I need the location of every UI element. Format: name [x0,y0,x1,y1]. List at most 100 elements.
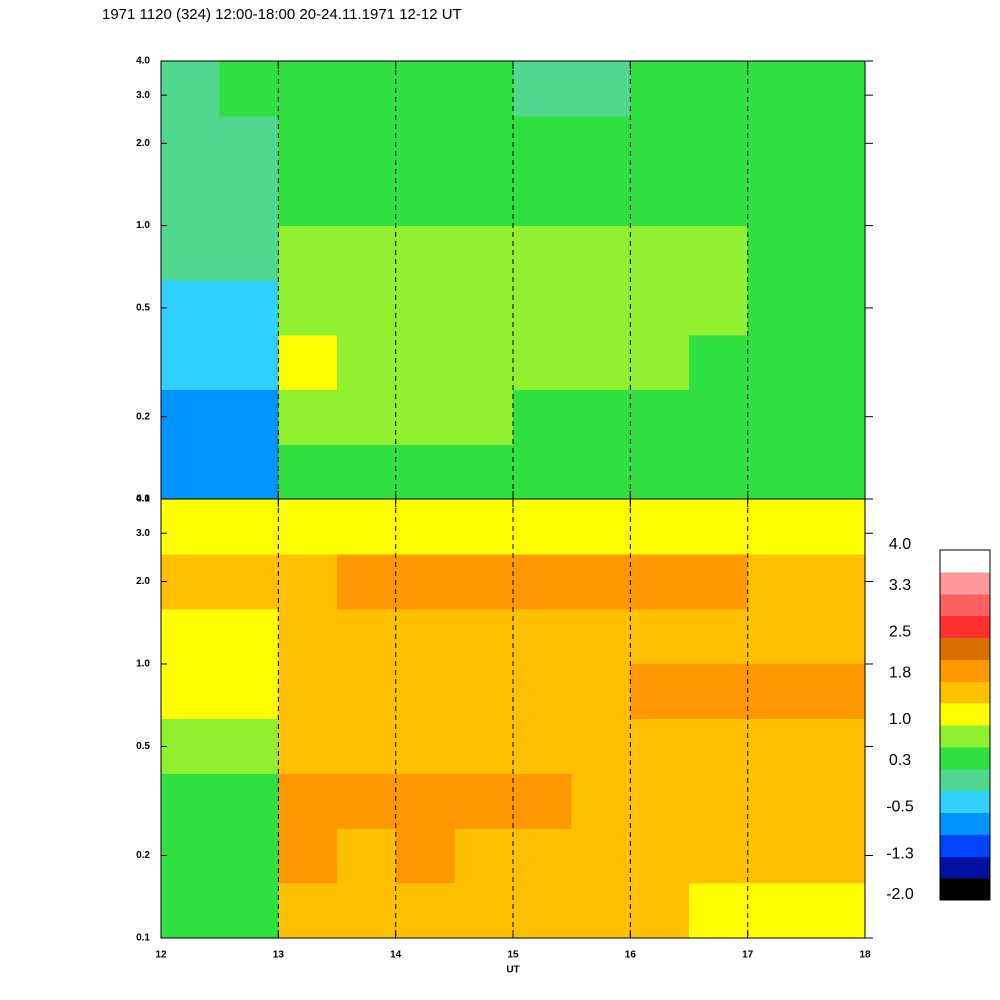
colorbar-swatch [940,856,990,879]
y-tick-label: 4.0 [136,494,150,505]
heat-cell [219,773,279,829]
heat-cell [278,499,338,555]
heat-cell [571,389,631,445]
colorbar-swatch [940,812,990,835]
heat-cell [219,718,279,774]
heat-cell [337,608,397,665]
heat-cell [337,334,397,390]
heat-cell [337,883,397,939]
heat-cell [571,499,631,555]
heat-cell [747,608,807,665]
heat-cell [454,773,514,829]
heat-cell [630,170,690,226]
heat-cell [395,170,455,226]
y-tick-label: 2.0 [136,138,150,149]
x-tick-label: 14 [390,950,402,961]
heat-cell [513,280,573,336]
y-tick-label: 0.5 [136,303,150,314]
colorbar-swatch [940,571,990,595]
heat-cell [278,225,338,281]
heat-cell [630,718,690,774]
heat-cell [806,828,866,884]
heat-cell [337,828,397,884]
heat-cell [630,444,690,500]
heat-cell [806,718,866,774]
heat-cell [219,828,279,884]
heat-cell [630,608,690,665]
heat-cell [337,553,397,610]
heat-cell [161,828,221,884]
colorbar-label: 3.3 [889,577,911,594]
heat-cell [689,170,749,226]
heat-cell [454,499,514,555]
heat-cell [395,828,455,884]
x-tick-label: 13 [273,950,285,961]
heat-cell [689,115,749,171]
colorbar-label: -1.3 [886,845,914,862]
heat-cell [454,61,514,117]
heat-cell [454,608,514,665]
heat-cell [806,773,866,829]
chart-title: 1971 1120 (324) 12:00-18:00 20-24.11.197… [102,6,462,23]
heat-cell [806,389,866,445]
heat-cell [278,608,338,665]
heat-cell [454,225,514,281]
heat-cell [395,553,455,610]
heat-cell [571,334,631,390]
heat-cell [630,883,690,939]
heat-cell [161,499,221,555]
colorbar-label: 4.0 [889,536,911,553]
colorbar-frame [939,549,991,901]
heat-cell [747,115,807,171]
heat-cell [747,663,807,719]
heat-cell [278,828,338,884]
heat-cell [747,883,807,939]
colorbar-swatch [940,637,990,660]
heat-cell [806,499,866,555]
heat-cell [571,444,631,500]
heat-cell [278,389,338,445]
heat-cell [278,773,338,829]
heat-cell [161,280,221,336]
colorbar-label: 0.3 [889,752,911,769]
colorbar-swatch [940,681,990,704]
heat-cell [513,718,573,774]
heat-cell [689,444,749,500]
heat-cell [513,773,573,829]
colorbar-label: 2.5 [889,624,911,641]
heat-cell [513,444,573,500]
heat-cell [161,389,221,445]
heat-cell [278,553,338,610]
heat-cell [571,718,631,774]
heat-cell [395,499,455,555]
y-tick-label: 0.2 [136,411,150,422]
heat-cell [161,334,221,390]
heat-cell [454,553,514,610]
heat-cell [219,444,279,500]
heat-cell [337,115,397,171]
heat-cell [278,663,338,719]
heat-cell [630,115,690,171]
x-tick-label: 18 [859,950,871,961]
heat-cell [219,115,279,171]
heat-cell [219,389,279,445]
heat-cell [161,608,221,665]
heat-cell [571,280,631,336]
heat-cell [747,773,807,829]
heat-cell [395,608,455,665]
heat-cell [630,773,690,829]
heat-cell [747,334,807,390]
heat-cell [454,828,514,884]
heat-cell [454,280,514,336]
heat-cell [161,444,221,500]
y-tick-label: 4.0 [136,56,150,67]
heat-cell [219,553,279,610]
heat-cell [337,280,397,336]
heat-cell [630,334,690,390]
heat-cell [689,553,749,610]
heat-cell [513,828,573,884]
colorbar-label: -2.0 [886,886,914,903]
heat-cell [806,170,866,226]
heat-cell [454,444,514,500]
heat-cell [806,61,866,117]
